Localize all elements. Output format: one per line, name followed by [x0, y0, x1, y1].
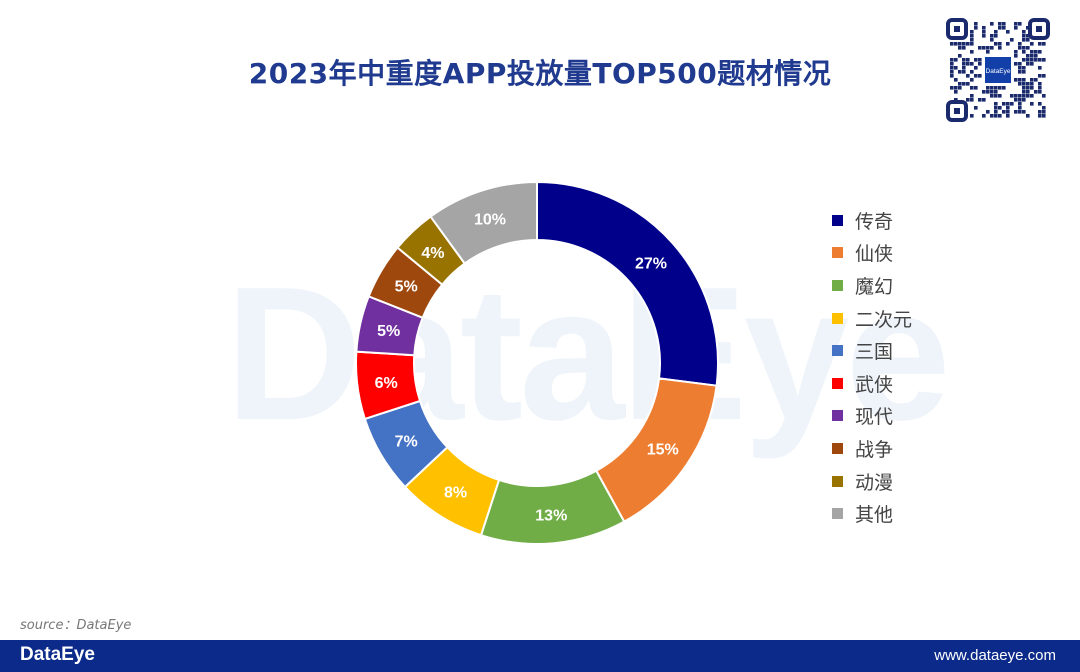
chart-title: 2023年中重度APP投放量TOP500题材情况 [248, 57, 832, 90]
footer-bar: DataEye www.dataeye.com [0, 640, 1080, 672]
qr-code: DataEye [944, 16, 1052, 124]
legend-item-其他: 其他 [832, 497, 912, 530]
legend-label: 武侠 [855, 373, 894, 396]
legend-swatch [832, 312, 843, 324]
slice-label-三国: 7% [395, 433, 418, 450]
footer-brand: DataEye [20, 644, 95, 665]
footer-url: www.dataeye.com [934, 647, 1056, 664]
legend-label: 传奇 [855, 210, 894, 233]
legend-item-魔幻: 魔幻 [832, 269, 912, 302]
legend-swatch [832, 377, 843, 389]
legend-item-现代: 现代 [832, 400, 912, 433]
slice-其他 [429, 180, 538, 265]
legend-item-仙侠: 仙侠 [832, 237, 912, 270]
watermark: DataEye [225, 248, 951, 460]
slice-label-武侠: 6% [375, 375, 398, 392]
legend-label: 其他 [855, 504, 894, 527]
source-note: source：DataEye [20, 618, 132, 633]
legend-label: 仙侠 [855, 243, 894, 266]
legend-swatch [832, 410, 843, 422]
legend-swatch [832, 247, 843, 259]
legend-item-二次元: 二次元 [832, 302, 912, 335]
slice-label-其他: 10% [474, 211, 506, 228]
legend-swatch [832, 279, 843, 291]
legend-label: 动漫 [855, 471, 894, 494]
slice-label-战争: 5% [395, 279, 418, 296]
legend-label: 三国 [855, 341, 894, 364]
legend-item-传奇: 传奇 [832, 204, 912, 237]
slice-label-仙侠: 15% [647, 441, 679, 458]
legend-swatch [832, 508, 843, 520]
legend-label: 现代 [855, 406, 894, 429]
legend-item-动漫: 动漫 [832, 465, 912, 498]
slice-label-魔幻: 13% [535, 507, 567, 524]
legend-item-武侠: 武侠 [832, 367, 912, 400]
legend-item-三国: 三国 [832, 334, 912, 367]
legend-item-战争: 战争 [832, 432, 912, 465]
legend-label: 魔幻 [855, 275, 894, 298]
legend: 传奇仙侠魔幻二次元三国武侠现代战争动漫其他 [832, 204, 912, 530]
qr-logo-text: DataEye [986, 68, 1011, 75]
legend-swatch [832, 214, 843, 226]
legend-swatch [832, 475, 843, 487]
legend-swatch [832, 442, 843, 454]
legend-label: 二次元 [855, 308, 913, 331]
slice-label-动漫: 4% [421, 245, 444, 262]
slice-label-现代: 5% [377, 323, 400, 340]
legend-swatch [832, 345, 843, 357]
slice-label-二次元: 8% [444, 484, 467, 501]
legend-label: 战争 [855, 438, 894, 461]
slice-label-传奇: 27% [635, 255, 667, 272]
slice-传奇 [536, 180, 719, 387]
